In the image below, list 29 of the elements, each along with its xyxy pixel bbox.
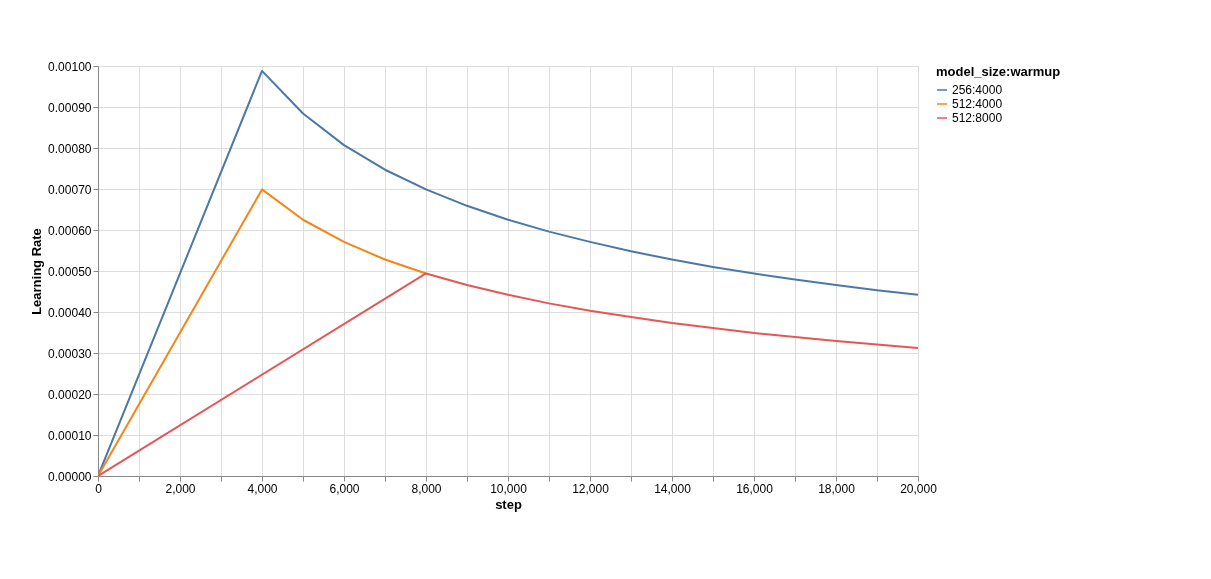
y-tick-label: 0.00090 [48,100,92,115]
legend-label: 512:4000 [952,97,1003,111]
x-tick-label: 6,000 [329,481,360,496]
x-tick-label: 16,000 [736,481,774,496]
legend-label: 512:8000 [952,111,1003,125]
x-tick-label: 0 [95,481,103,496]
legend-title: model_size:warmup [936,64,1061,79]
y-tick-label: 0.00100 [48,59,92,74]
y-tick-label: 0.00010 [48,428,92,443]
y-tick-label: 0.00050 [48,264,92,279]
y-tick-label: 0.00000 [48,469,92,484]
x-tick-label: 4,000 [247,481,278,496]
y-tick-label: 0.00070 [48,182,92,197]
x-tick-label: 2,000 [165,481,196,496]
y-tick-label: 0.00020 [48,387,92,402]
line-series [98,188,427,476]
x-tick-label: 14,000 [654,481,692,496]
x-tick-label: 10,000 [490,481,528,496]
x-tick-label: 12,000 [572,481,610,496]
y-tick-label: 0.00060 [48,223,92,238]
y-tick-label: 0.00030 [48,346,92,361]
y-axis-title: Learning Rate [29,228,45,315]
legend-label: 256:4000 [952,83,1003,97]
x-tick-label: 20,000 [900,481,938,496]
x-tick-label: 18,000 [818,481,856,496]
y-tick-label: 0.00040 [48,305,92,320]
y-tick-label: 0.00080 [48,141,92,156]
x-axis-title: step [495,496,522,512]
x-tick-label: 8,000 [411,481,442,496]
